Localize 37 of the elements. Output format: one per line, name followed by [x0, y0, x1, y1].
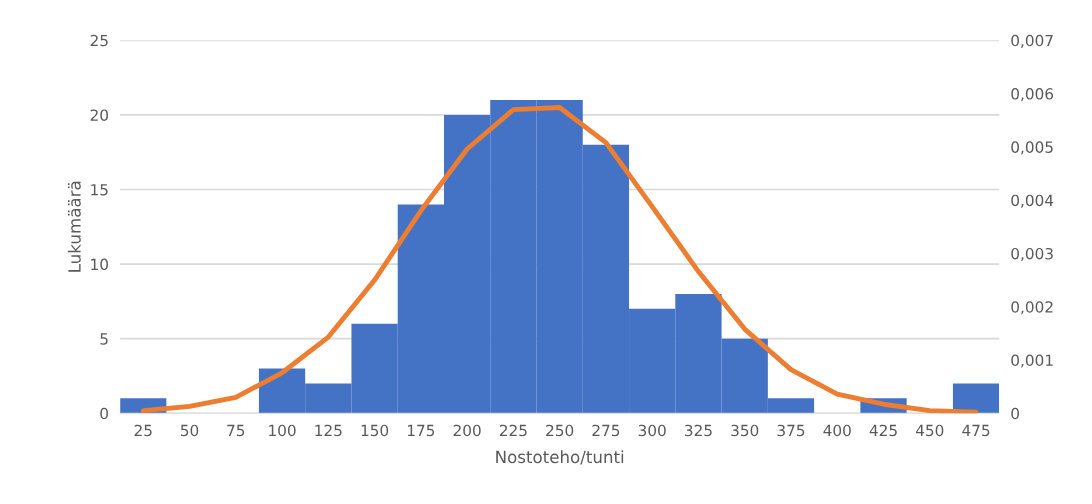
x-axis-title: Nostoteho/tunti	[496, 450, 624, 465]
x-tick-label: 325	[685, 424, 712, 437]
x-tick-label: 450	[915, 424, 944, 437]
y-tick-label: 20	[90, 109, 108, 121]
y-axis-title: Lukumäärä	[67, 181, 81, 272]
x-tick-label: 150	[361, 424, 389, 437]
y2-tick-label: 0	[1011, 407, 1019, 420]
y2-tick-label: 0,007	[1011, 34, 1053, 48]
y2-tick-label: 0,002	[1011, 301, 1053, 315]
y2-tick-label: 0,006	[1011, 88, 1054, 102]
x-tick-label: 275	[592, 424, 620, 437]
x-tick-label: 250	[546, 424, 574, 437]
x-tick-label: 200	[453, 424, 481, 437]
x-tick-label: 175	[407, 424, 435, 437]
y-tick-label: 15	[91, 184, 108, 196]
bar	[952, 383, 1000, 414]
x-tick-label: 125	[315, 424, 342, 437]
y-tick-label: 25	[90, 34, 108, 47]
y2-tick-label: 0,003	[1011, 247, 1053, 262]
y2-tick-label: 0,001	[1011, 354, 1053, 368]
y-tick-label: 0	[100, 407, 108, 420]
x-tick-label: 400	[823, 424, 851, 437]
x-tick-label: 225	[499, 424, 527, 437]
x-tick-label: 100	[269, 424, 296, 437]
x-tick-label: 25	[134, 424, 152, 437]
x-tick-label: 50	[180, 424, 199, 437]
y2-tick-label: 0,005	[1011, 141, 1053, 155]
y-tick-label: 10	[91, 258, 108, 271]
line-series	[140, 105, 979, 414]
x-tick-label: 75	[227, 424, 245, 437]
y-tick-label: 5	[100, 333, 108, 345]
x-tick-label: 350	[731, 424, 759, 437]
x-tick-label: 425	[869, 424, 897, 437]
x-tick-label: 475	[962, 424, 990, 437]
x-tick-label: 375	[777, 424, 805, 437]
y2-tick-label: 0,004	[1011, 194, 1054, 208]
x-tick-label: 300	[638, 424, 666, 437]
